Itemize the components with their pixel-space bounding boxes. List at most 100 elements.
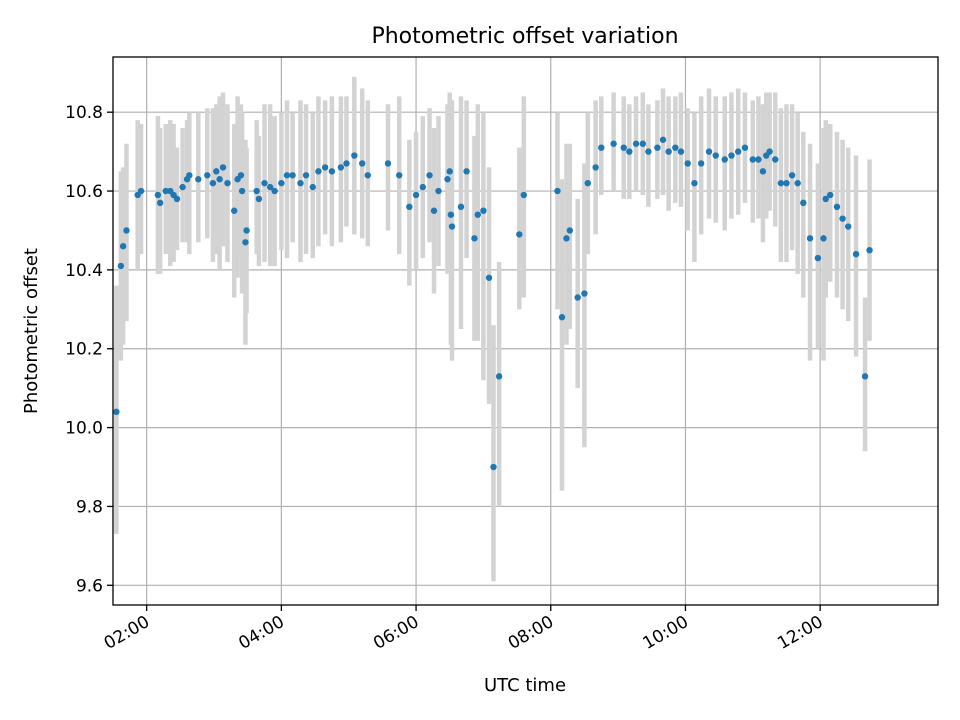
data-point	[224, 179, 231, 187]
data-point	[480, 207, 487, 214]
data-point	[216, 176, 223, 183]
data-point	[772, 156, 779, 163]
data-point	[516, 231, 523, 238]
data-point	[839, 215, 846, 222]
data-point	[852, 250, 860, 258]
data-point	[728, 152, 735, 159]
data-point	[574, 294, 581, 301]
data-point	[861, 373, 869, 380]
data-point	[309, 183, 316, 191]
data-point	[396, 172, 403, 179]
y-tick-label: 9.8	[76, 497, 103, 517]
data-point	[237, 172, 245, 179]
data-point	[471, 235, 478, 242]
data-point	[351, 152, 358, 159]
data-point	[219, 164, 227, 171]
data-point	[645, 148, 652, 155]
data-point	[430, 207, 438, 214]
data-point	[447, 211, 455, 218]
y-tick-label: 10.8	[65, 103, 103, 123]
data-point	[490, 463, 497, 471]
data-point	[598, 144, 605, 151]
data-point	[554, 187, 561, 195]
data-point	[195, 176, 202, 183]
data-point	[712, 152, 719, 159]
data-point	[113, 408, 120, 416]
data-point	[302, 172, 310, 179]
data-point	[426, 172, 433, 179]
data-point	[721, 156, 728, 163]
data-point	[156, 199, 164, 207]
data-point	[448, 223, 456, 230]
y-tick-label: 10.6	[65, 182, 103, 202]
data-point	[444, 176, 451, 183]
data-point	[278, 179, 285, 187]
data-point	[315, 168, 322, 175]
data-point	[238, 187, 246, 195]
data-point	[123, 227, 130, 234]
chart-title: Photometric offset variation	[371, 24, 678, 49]
x-axis-label: UTC time	[484, 675, 566, 696]
data-point	[419, 183, 426, 191]
data-point	[321, 164, 329, 171]
data-point	[566, 227, 574, 234]
data-point	[705, 148, 713, 155]
data-point	[457, 203, 465, 211]
data-point	[204, 172, 211, 179]
data-point	[474, 211, 481, 218]
data-point	[794, 179, 801, 187]
data-point	[364, 172, 371, 179]
data-point	[558, 314, 566, 321]
data-point	[735, 148, 742, 155]
data-point	[154, 191, 162, 199]
data-point	[446, 168, 453, 175]
data-point	[137, 187, 145, 195]
data-point	[866, 246, 873, 254]
data-point	[581, 290, 588, 297]
data-point	[833, 203, 841, 211]
data-point	[777, 179, 785, 187]
y-tick-label: 10.2	[65, 340, 103, 360]
data-point	[209, 179, 217, 187]
data-point	[800, 199, 807, 207]
data-point	[435, 187, 442, 195]
data-point	[242, 239, 249, 246]
data-point	[358, 160, 366, 167]
y-tick-label: 10.0	[65, 419, 103, 439]
data-point	[337, 164, 345, 171]
data-point	[814, 254, 822, 262]
data-point	[485, 274, 493, 281]
data-point	[119, 243, 127, 250]
data-point	[328, 168, 336, 175]
data-point	[179, 183, 186, 191]
plot-area-frame	[112, 56, 939, 606]
data-point	[584, 179, 591, 187]
data-point	[626, 148, 633, 155]
data-point	[659, 136, 667, 143]
data-point	[243, 227, 250, 234]
data-point	[827, 191, 834, 199]
y-tick-label: 9.6	[76, 576, 103, 596]
data-point	[677, 148, 685, 155]
data-point	[384, 160, 392, 167]
data-point	[495, 373, 503, 380]
data-point	[672, 144, 679, 151]
data-point	[261, 179, 268, 187]
data-point	[266, 183, 274, 191]
data-point	[697, 160, 705, 167]
data-point	[463, 168, 470, 175]
data-point	[620, 144, 627, 151]
data-point	[654, 144, 661, 151]
data-point	[783, 179, 790, 187]
data-point	[822, 195, 829, 203]
data-point	[610, 140, 617, 147]
data-point	[684, 160, 691, 167]
data-point	[406, 203, 413, 211]
marker-layer	[113, 136, 873, 471]
data-point	[162, 187, 169, 195]
data-point	[820, 235, 827, 242]
data-point	[741, 144, 749, 151]
data-point	[806, 235, 814, 242]
data-point	[297, 179, 304, 187]
